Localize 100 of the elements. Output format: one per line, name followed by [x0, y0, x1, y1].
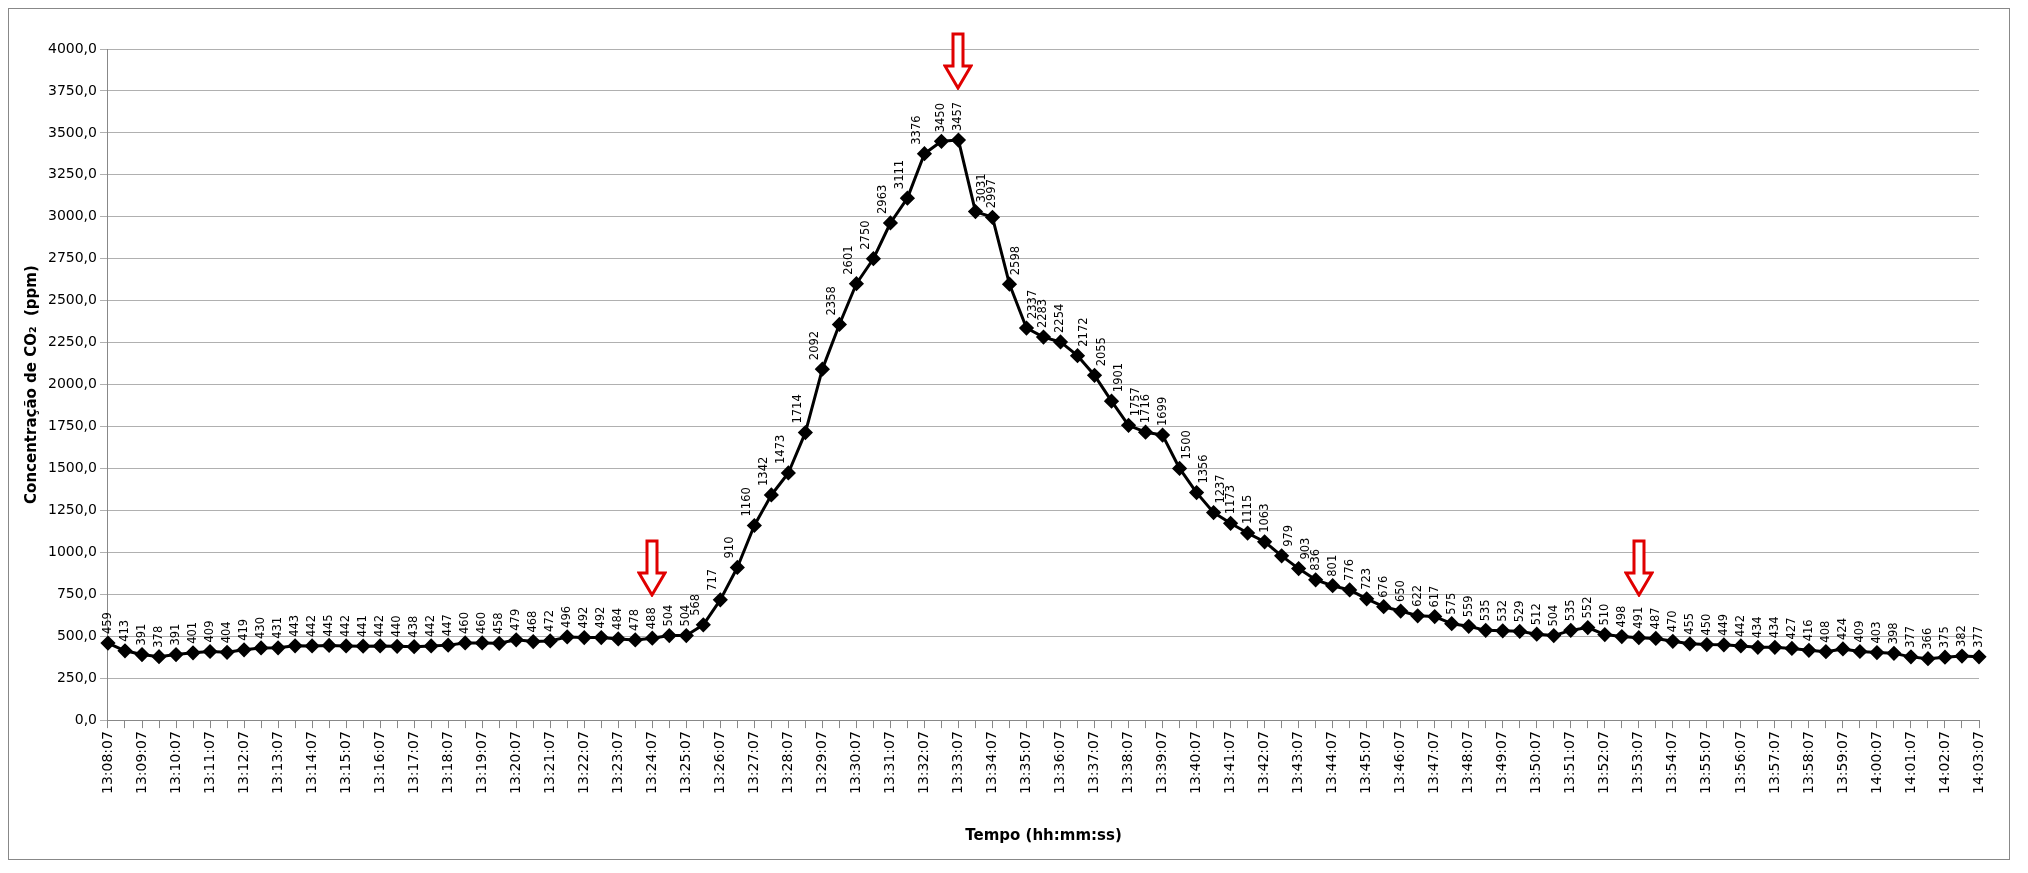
y-tick-label: 0,0 — [74, 710, 97, 727]
data-label: 478 — [627, 608, 642, 631]
x-tick-label: 13:59:07 — [1833, 731, 1850, 795]
x-tick-label: 13:43:07 — [1289, 731, 1306, 795]
data-label: 717 — [705, 568, 720, 591]
data-label: 491 — [1630, 606, 1645, 629]
data-label: 442 — [372, 615, 387, 637]
x-tick-label: 13:13:07 — [268, 731, 285, 795]
data-label: 430 — [253, 617, 268, 639]
data-label: 377 — [1970, 625, 1985, 648]
data-label: 910 — [722, 536, 737, 559]
data-label: 836 — [1307, 548, 1322, 571]
data-label: 487 — [1647, 607, 1662, 630]
x-tick-label: 13:32:07 — [915, 731, 932, 795]
x-tick-label: 13:42:07 — [1255, 731, 1272, 795]
data-label: 504 — [661, 604, 676, 627]
data-label: 496 — [559, 605, 574, 628]
data-label: 535 — [1477, 599, 1492, 622]
data-label: 441 — [355, 615, 370, 638]
data-label: 404 — [219, 621, 234, 644]
data-label: 479 — [508, 608, 523, 631]
x-tick-label: 13:18:07 — [438, 731, 455, 795]
data-label: 532 — [1494, 599, 1509, 622]
data-label: 472 — [542, 609, 557, 632]
data-label: 2254 — [1052, 303, 1067, 333]
data-label: 1473 — [773, 434, 788, 464]
data-label: 382 — [1953, 625, 1968, 648]
x-tick-label: 13:33:07 — [949, 731, 966, 795]
x-tick-label: 13:40:07 — [1187, 731, 1204, 795]
data-label: 403 — [1868, 621, 1883, 644]
data-label: 450 — [1698, 613, 1713, 636]
data-label: 1115 — [1239, 494, 1254, 525]
data-label: 512 — [1528, 603, 1543, 626]
x-tick-label: 13:48:07 — [1459, 731, 1476, 795]
x-tick-label: 13:14:07 — [302, 731, 319, 795]
data-label: 568 — [688, 593, 703, 616]
data-label: 2092 — [807, 330, 822, 361]
y-tick-label: 3500,0 — [47, 123, 97, 140]
x-tick-label: 13:52:07 — [1595, 731, 1612, 795]
y-tick-label: 3750,0 — [47, 81, 97, 98]
x-tick-label: 13:31:07 — [881, 731, 898, 795]
x-tick-label: 13:25:07 — [676, 731, 693, 795]
data-label: 3111 — [892, 159, 907, 190]
x-tick-label: 13:56:07 — [1731, 731, 1748, 795]
data-label: 2172 — [1076, 317, 1091, 347]
x-tick-label: 13:38:07 — [1119, 731, 1136, 795]
x-tick-label: 13:55:07 — [1697, 731, 1714, 795]
y-tick-label: 2250,0 — [47, 333, 97, 350]
data-label: 409 — [202, 620, 217, 643]
x-tick-label: 13:58:07 — [1799, 731, 1816, 795]
data-label: 498 — [1613, 605, 1628, 628]
x-tick-label: 14:00:07 — [1867, 731, 1884, 795]
x-tick-label: 13:12:07 — [234, 731, 251, 795]
data-label: 440 — [389, 615, 404, 638]
data-label: 504 — [1545, 604, 1560, 627]
data-label: 1342 — [756, 456, 771, 486]
x-tick-label: 14:03:07 — [1969, 731, 1986, 795]
data-label: 2055 — [1093, 337, 1108, 367]
x-tick-label: 13:10:07 — [166, 731, 183, 795]
x-tick-label: 13:37:07 — [1085, 731, 1102, 795]
data-label: 484 — [610, 607, 625, 630]
x-tick-label: 13:09:07 — [132, 731, 149, 795]
x-tick-label: 13:24:07 — [642, 731, 659, 795]
data-label: 776 — [1341, 558, 1356, 581]
y-tick-label: 2750,0 — [47, 249, 97, 266]
y-tick-label: 500,0 — [56, 626, 97, 643]
data-label: 1699 — [1154, 396, 1169, 427]
data-label: 1901 — [1110, 362, 1125, 393]
data-label: 1716 — [1137, 393, 1152, 424]
x-tick-label: 13:57:07 — [1765, 731, 1782, 795]
data-label: 409 — [1851, 620, 1866, 643]
data-label: 458 — [491, 612, 506, 635]
data-label: 434 — [1749, 616, 1764, 639]
x-tick-label: 13:29:07 — [813, 731, 830, 795]
data-label: 676 — [1375, 575, 1390, 598]
data-label: 3457 — [950, 101, 965, 132]
data-label: 617 — [1426, 585, 1441, 608]
x-tick-label: 13:23:07 — [608, 731, 625, 795]
data-label: 979 — [1280, 524, 1295, 547]
data-label: 419 — [236, 618, 251, 641]
y-tick-label: 1750,0 — [47, 417, 97, 434]
x-tick-label: 13:44:07 — [1323, 731, 1340, 795]
x-tick-label: 13:46:07 — [1391, 731, 1408, 795]
x-tick-label: 14:01:07 — [1901, 731, 1918, 795]
data-label: 443 — [287, 614, 302, 637]
data-label: 460 — [457, 611, 472, 634]
data-label: 442 — [423, 615, 438, 637]
x-tick-label: 13:35:07 — [1017, 731, 1034, 795]
data-label: 2283 — [1035, 298, 1050, 329]
data-label: 2601 — [841, 245, 856, 275]
y-axis-title: Concentração de CO₂ (ppm) — [21, 265, 40, 504]
data-label: 510 — [1596, 603, 1611, 626]
data-label: 470 — [1664, 610, 1679, 633]
y-tick-label: 4000,0 — [47, 39, 97, 56]
data-label: 424 — [1834, 618, 1849, 640]
data-label: 559 — [1460, 595, 1475, 618]
data-label: 468 — [525, 610, 540, 633]
data-label: 650 — [1392, 580, 1407, 603]
data-label: 2598 — [1008, 245, 1023, 276]
data-label: 391 — [133, 623, 148, 646]
